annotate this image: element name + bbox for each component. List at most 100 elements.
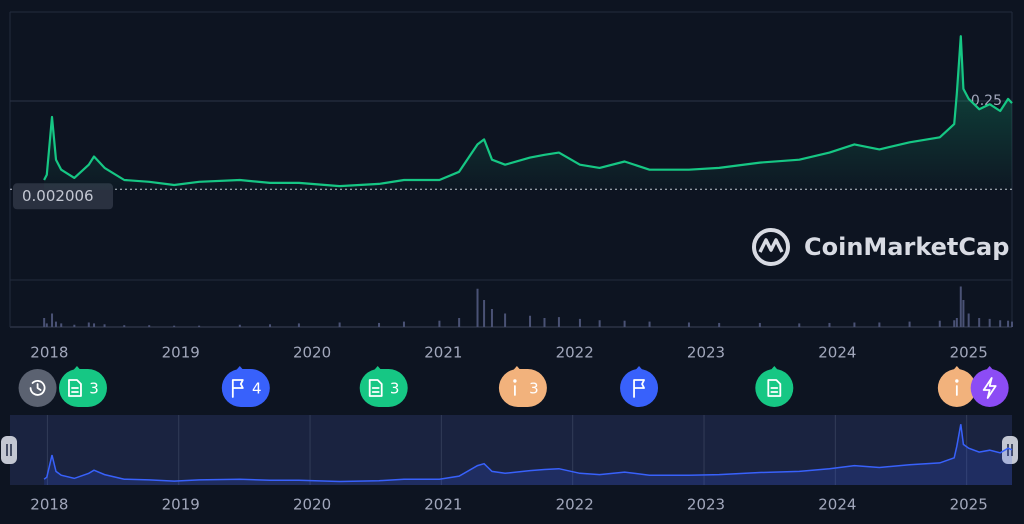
- event-body: [221, 369, 270, 407]
- price-marker-label: 0.002006: [22, 187, 94, 205]
- volume-bar: [198, 325, 201, 327]
- volume-bar: [578, 318, 581, 327]
- volume-bar: [955, 318, 958, 327]
- y-tick-label: 0.25: [971, 93, 1002, 109]
- event-body: [58, 369, 107, 407]
- volume-bar: [438, 320, 441, 327]
- navigator-line: [43, 424, 1013, 483]
- watermark: CoinMarketCap: [804, 233, 1009, 261]
- event-body: [498, 369, 547, 407]
- event-badge[interactable]: [18, 369, 57, 407]
- event-count: 4: [252, 380, 262, 398]
- volume-bar: [959, 286, 962, 327]
- x-tick-label: 2020: [293, 344, 331, 362]
- x-tick-label: 2025: [950, 344, 988, 362]
- volume-bar: [173, 325, 176, 327]
- volume-bar: [938, 320, 941, 327]
- x-tick-label: 2022: [556, 344, 594, 362]
- volume-bar: [988, 318, 991, 327]
- watermark-logo: [752, 228, 790, 266]
- event-badge[interactable]: [970, 366, 1009, 407]
- volume-bar: [999, 320, 1002, 327]
- volume-bar: [54, 321, 57, 327]
- volume-bar: [458, 318, 461, 327]
- volume-bar: [908, 321, 911, 327]
- volume-bar: [73, 324, 76, 327]
- volume-bar: [123, 325, 126, 327]
- volume-bar: [557, 317, 560, 327]
- navigator-x-tick-label: 2022: [556, 496, 594, 514]
- event-icon: [955, 379, 959, 383]
- event-badge[interactable]: 3: [58, 366, 107, 407]
- event-icon: [633, 379, 645, 398]
- navigator-x-tick-label: 2025: [950, 496, 988, 514]
- volume-bar: [402, 321, 405, 327]
- navigator-x-tick-label: 2018: [30, 496, 68, 514]
- navigator-handle[interactable]: [1, 436, 17, 464]
- x-tick-label: 2024: [818, 344, 856, 362]
- volume-bar: [238, 324, 241, 327]
- event-body: [970, 369, 1009, 407]
- event-badge[interactable]: 3: [359, 366, 408, 407]
- volume-bar: [297, 323, 300, 327]
- event-icon: [36, 383, 42, 391]
- volume-bar: [543, 318, 546, 327]
- navigator-area: [44, 424, 1013, 485]
- volume-bar: [878, 322, 881, 327]
- volume-bar: [504, 313, 507, 327]
- event-icon: [982, 377, 997, 399]
- volume-bar: [490, 309, 493, 327]
- navigator-x-tick-label: 2021: [424, 496, 462, 514]
- event-badge[interactable]: 4: [221, 366, 270, 407]
- navigator-x-tick-label: 2019: [162, 496, 200, 514]
- volume-bar: [648, 321, 651, 327]
- x-tick-label: 2019: [162, 344, 200, 362]
- volume-bar: [93, 323, 96, 327]
- x-tick-label: 2023: [687, 344, 725, 362]
- volume-bar: [978, 318, 981, 327]
- navigator-x-tick-label: 2024: [818, 496, 856, 514]
- event-icon: [68, 379, 82, 397]
- volume-bar: [598, 320, 601, 327]
- event-badge[interactable]: 3: [498, 366, 547, 407]
- event-icon: [368, 379, 383, 397]
- volume-bar: [103, 324, 106, 327]
- event-icon: [71, 387, 79, 393]
- event-icon: [767, 379, 782, 397]
- volume-bar: [953, 320, 956, 327]
- navigator-handle[interactable]: [1002, 436, 1018, 464]
- event-icon: [29, 380, 46, 396]
- event-badge[interactable]: [620, 366, 659, 407]
- event-icon: [371, 387, 380, 393]
- volume-bar: [1007, 320, 1010, 327]
- volume-bar: [967, 313, 970, 327]
- volume-bar: [853, 322, 856, 327]
- volume-bar: [60, 323, 63, 327]
- volume-bar: [828, 322, 831, 327]
- volume-bar: [718, 322, 721, 327]
- volume-bar: [623, 320, 626, 327]
- event-body: [359, 369, 408, 407]
- event-icon: [231, 379, 244, 398]
- volume-bar: [687, 322, 690, 327]
- volume-bar: [483, 300, 486, 327]
- volume-bar: [758, 322, 761, 327]
- event-icon: [513, 379, 517, 383]
- volume-bar: [148, 325, 151, 327]
- volume-bar: [87, 322, 90, 327]
- event-count: 3: [529, 380, 539, 398]
- volume-bar: [45, 323, 48, 327]
- x-tick-label: 2021: [424, 344, 462, 362]
- volume-bar: [476, 288, 479, 327]
- volume-bar: [51, 313, 54, 327]
- volume-bar: [1011, 321, 1013, 327]
- volume-bar: [338, 322, 341, 327]
- event-badge[interactable]: [937, 366, 976, 407]
- event-count: 3: [390, 380, 400, 398]
- event-badge[interactable]: [755, 366, 794, 407]
- x-tick-label: 2018: [30, 344, 68, 362]
- volume-bar: [962, 300, 965, 327]
- navigator-x-tick-label: 2023: [687, 496, 725, 514]
- navigator-x-tick-label: 2020: [293, 496, 331, 514]
